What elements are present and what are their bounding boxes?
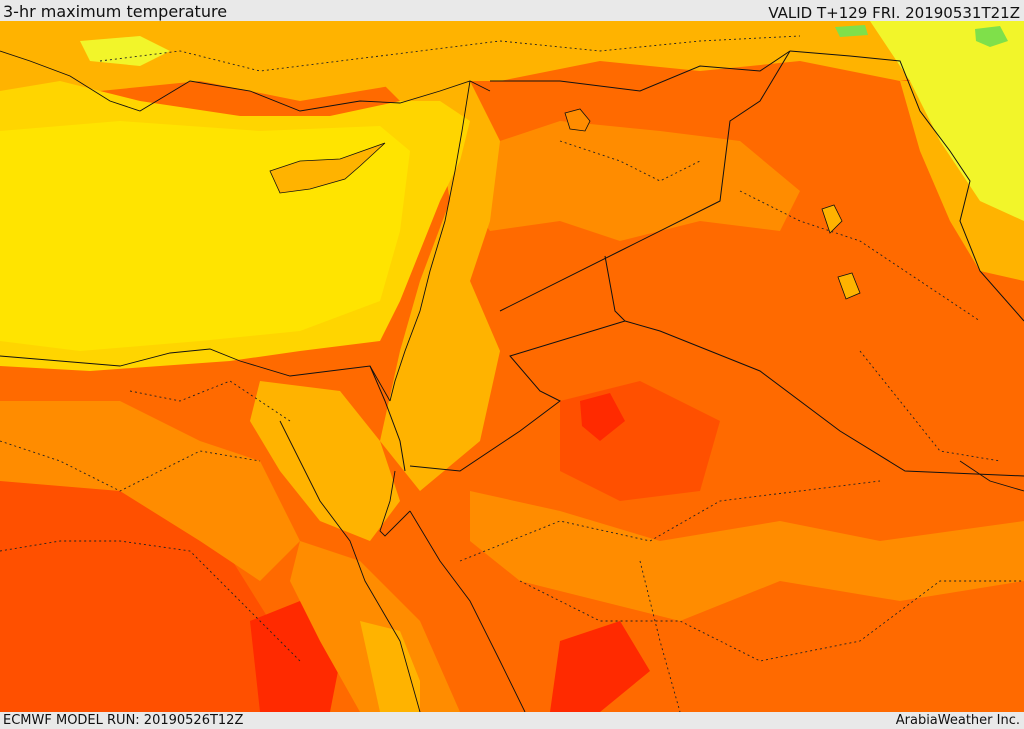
valid-time: VALID T+129 FRI. 20190531T21Z <box>768 4 1020 22</box>
border-syria-iraq <box>499 50 791 312</box>
border-egypt-israel <box>369 365 406 472</box>
lake-iraq-1 <box>821 204 843 234</box>
temperature-map[interactable] <box>0 21 1024 712</box>
credit-label: ArabiaWeather Inc. <box>895 713 1020 728</box>
zone-gold-levant <box>380 81 500 491</box>
footer-bar: ECMWF MODEL RUN: 20190526T12Z ArabiaWeat… <box>0 712 1024 729</box>
header-bar: 3-hr maximum temperature VALID T+129 FRI… <box>0 0 1024 21</box>
zone-red-spot-1 <box>580 393 625 441</box>
coastline-levant <box>389 80 471 402</box>
zone-gold-sinai <box>250 381 400 541</box>
regional-borders <box>0 35 1024 712</box>
zone-orange-egypt <box>0 401 300 581</box>
zone-light-yellow-turkey <box>80 36 170 66</box>
coastline-aqaba-gulf <box>379 470 411 537</box>
cyprus-island <box>269 142 386 194</box>
coastline-egypt <box>0 348 391 402</box>
zone-green-ne-2 <box>835 25 868 37</box>
map-title: 3-hr maximum temperature <box>3 2 228 21</box>
map-canvas <box>0 21 1024 712</box>
zone-red-orange-south-west <box>0 451 300 712</box>
border-jordan-iraq <box>409 255 626 472</box>
zone-orange-arabia <box>470 491 1024 621</box>
zone-red-spot-3 <box>550 621 650 712</box>
lake-iraq-2 <box>837 272 861 300</box>
coastline-persian-gulf <box>959 460 1024 492</box>
coastline-arabia-redsea <box>409 510 526 712</box>
coastline-turkey <box>0 50 491 112</box>
border-saudi-iraq <box>624 320 1024 477</box>
zone-gold-red-sea-west <box>360 621 420 712</box>
coastline-suez-gulf <box>279 420 421 712</box>
border-iraq-iran <box>789 50 1024 322</box>
zone-orange-iraq <box>460 121 800 241</box>
zone-green-ne-1 <box>975 26 1008 47</box>
lake-tharthar <box>564 108 591 132</box>
zone-light-yellow-ne <box>870 21 1024 221</box>
zone-gold-turkey <box>0 21 1024 101</box>
border-turkey-syria <box>490 50 791 92</box>
model-run-label: ECMWF MODEL RUN: 20190526T12Z <box>3 713 244 728</box>
